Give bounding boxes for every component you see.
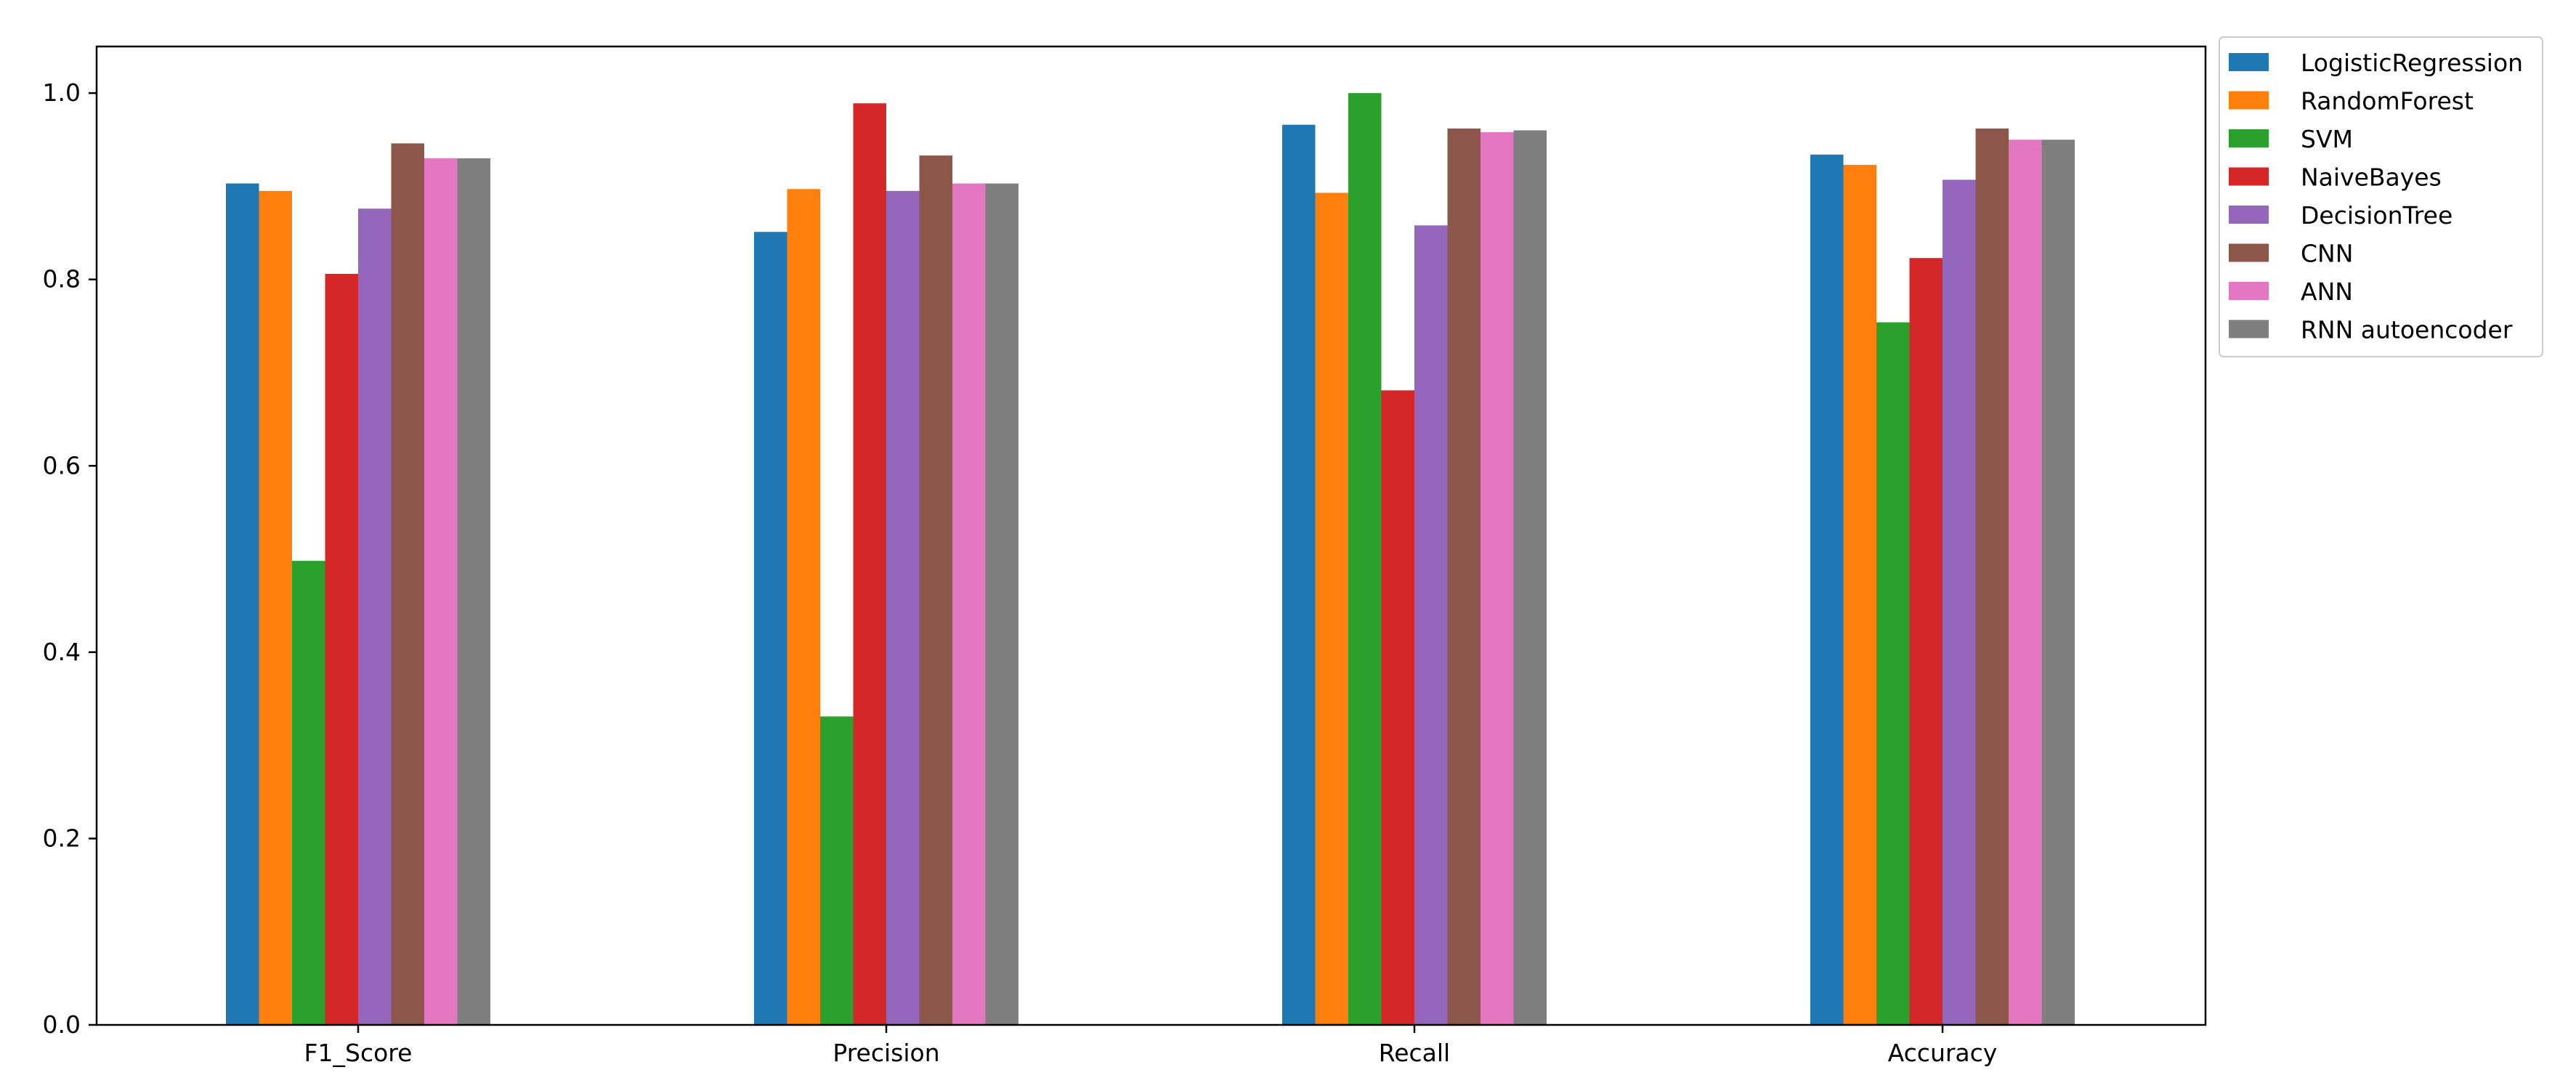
bar-logisticregression-accuracy — [1810, 154, 1844, 1025]
legend-label-svm: SVM — [2301, 125, 2353, 153]
bar-cnn-precision — [919, 155, 952, 1026]
bar-decisiontree-recall — [1414, 225, 1448, 1025]
bar-ann-f1-score — [424, 158, 458, 1026]
legend-label-decisiontree: DecisionTree — [2301, 201, 2453, 230]
bar-randomforest-precision — [787, 189, 820, 1025]
bar-rnn-autoencoder-recall — [1513, 130, 1547, 1026]
bar-svm-precision — [820, 716, 854, 1025]
y-tick-label: 0.4 — [43, 638, 81, 666]
x-tick-label: Precision — [833, 1039, 939, 1067]
legend-swatch-naivebayes — [2229, 167, 2269, 186]
bars-group — [226, 93, 2075, 1026]
bar-randomforest-accuracy — [1843, 164, 1876, 1025]
legend-label-naivebayes: NaiveBayes — [2301, 163, 2442, 192]
legend-label-rnn-autoencoder: RNN autoencoder — [2301, 316, 2513, 344]
legend-swatch-rnn-autoencoder — [2229, 320, 2269, 338]
bar-rnn-autoencoder-accuracy — [2041, 139, 2075, 1025]
legend-swatch-randomforest — [2229, 91, 2269, 110]
bar-logisticregression-f1-score — [226, 183, 259, 1026]
y-tick-label: 0.0 — [43, 1010, 81, 1039]
bar-naivebayes-recall — [1381, 390, 1414, 1025]
y-tick-label: 0.2 — [43, 824, 81, 852]
legend-swatch-decisiontree — [2229, 206, 2269, 224]
legend-frame — [2219, 36, 2543, 357]
legend-swatch-svm — [2229, 129, 2269, 147]
bar-decisiontree-precision — [886, 190, 920, 1026]
y-tick-label: 0.6 — [43, 451, 81, 479]
y-tick-label: 0.8 — [43, 265, 81, 293]
bar-svm-recall — [1348, 93, 1382, 1025]
legend-swatch-logisticregression — [2229, 53, 2269, 71]
bar-ann-precision — [952, 183, 986, 1026]
bar-naivebayes-f1-score — [325, 274, 358, 1025]
bar-naivebayes-precision — [853, 103, 886, 1025]
x-tick-label: Accuracy — [1888, 1039, 1998, 1067]
bar-rnn-autoencoder-precision — [985, 183, 1018, 1026]
legend-label-logisticregression: LogisticRegression — [2301, 49, 2523, 77]
y-tick-label: 1.0 — [43, 78, 81, 107]
bar-rnn-autoencoder-f1-score — [457, 158, 490, 1026]
bar-ann-accuracy — [2009, 139, 2042, 1025]
bar-decisiontree-accuracy — [1943, 179, 1976, 1026]
bar-naivebayes-accuracy — [1909, 258, 1943, 1026]
x-axis: F1_Score Precision Recall Accuracy — [304, 1025, 1998, 1067]
legend-label-ann: ANN — [2301, 277, 2353, 306]
bar-svm-f1-score — [292, 561, 325, 1025]
bar-svm-accuracy — [1876, 322, 1910, 1026]
bar-decisiontree-f1-score — [358, 208, 392, 1026]
bar-randomforest-recall — [1315, 192, 1348, 1025]
bar-cnn-f1-score — [391, 143, 424, 1025]
x-tick-label: Recall — [1379, 1039, 1450, 1067]
plot-area-frame — [95, 45, 2207, 1026]
bar-ann-recall — [1481, 132, 1514, 1025]
bar-randomforest-f1-score — [259, 190, 292, 1026]
legend-swatch-cnn — [2229, 243, 2269, 262]
bar-logisticregression-recall — [1282, 124, 1316, 1025]
legend-label-randomforest: RandomForest — [2301, 87, 2474, 115]
y-axis: 0.0 0.2 0.4 0.6 0.8 1.0 — [43, 78, 97, 1039]
legend-swatch-ann — [2229, 282, 2269, 300]
bar-cnn-accuracy — [1975, 128, 2009, 1025]
legend-label-cnn: CNN — [2301, 240, 2353, 268]
bar-cnn-recall — [1447, 128, 1481, 1025]
legend: LogisticRegression RandomForest SVM NaiveBa… — [2219, 36, 2543, 357]
bar-logisticregression-precision — [754, 232, 787, 1025]
x-tick-label: F1_Score — [304, 1039, 413, 1067]
